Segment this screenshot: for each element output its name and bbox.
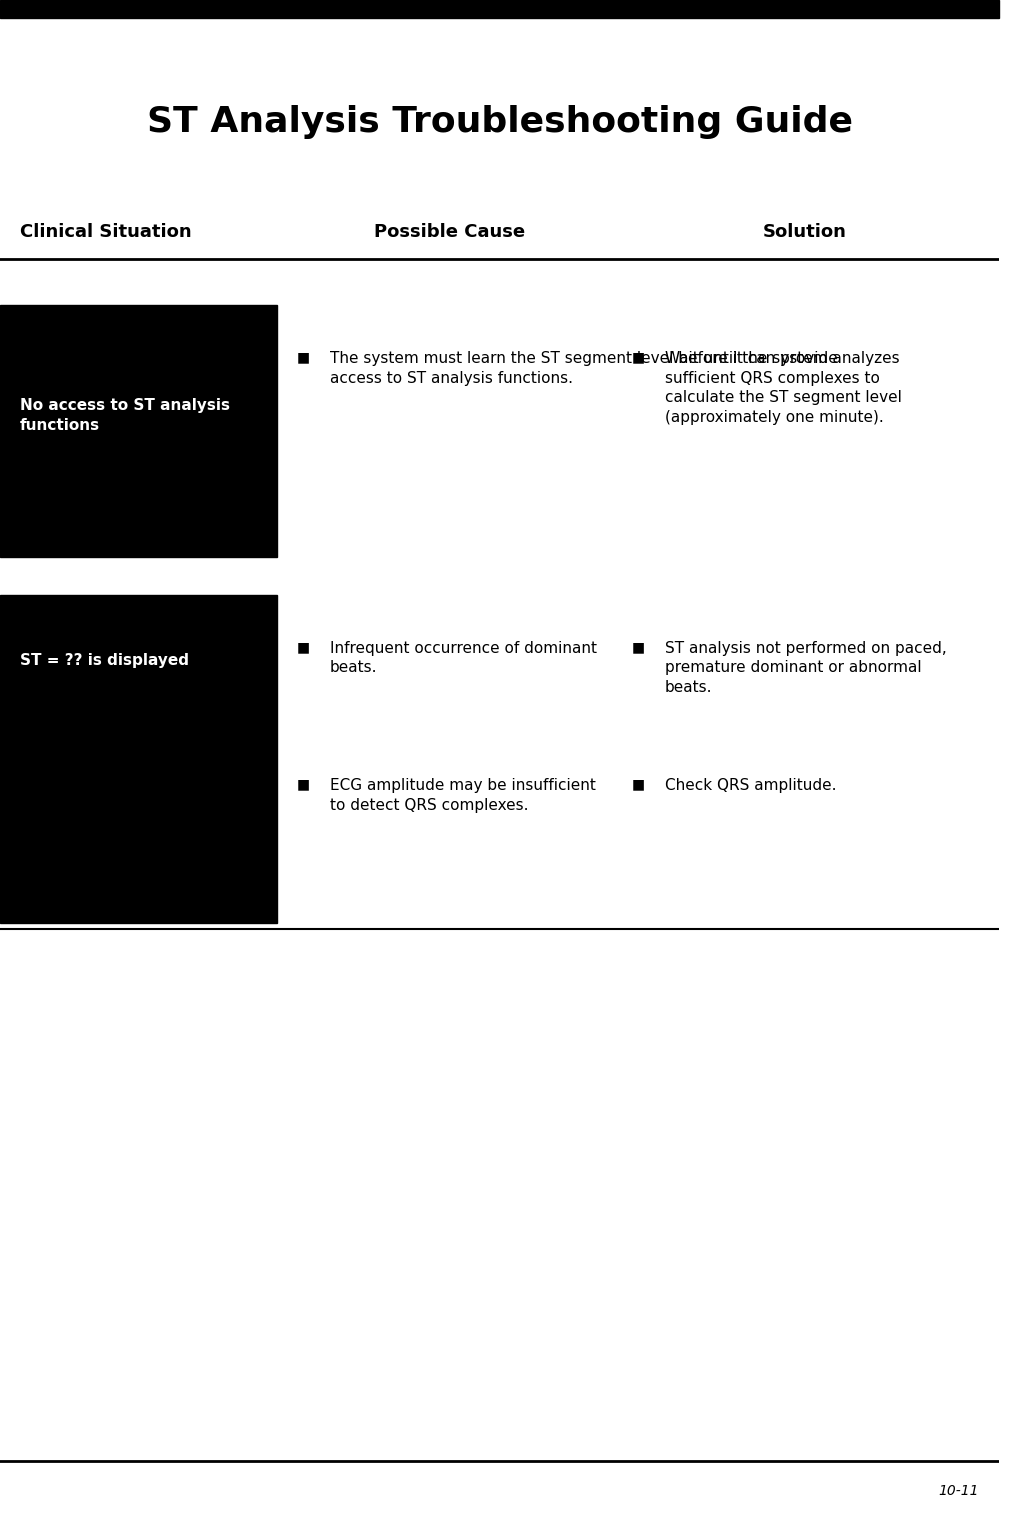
- Text: Solution: Solution: [763, 223, 846, 241]
- Text: 10-11: 10-11: [939, 1484, 979, 1499]
- Text: ■: ■: [297, 351, 310, 364]
- Text: ST Analysis Troubleshooting Guide: ST Analysis Troubleshooting Guide: [146, 105, 852, 139]
- Text: ■: ■: [632, 778, 645, 791]
- Text: ■: ■: [632, 640, 645, 654]
- Text: Clinical Situation: Clinical Situation: [20, 223, 191, 241]
- Text: The system must learn the ST segment level before it can provide
access to ST an: The system must learn the ST segment lev…: [330, 351, 838, 386]
- Text: ■: ■: [632, 351, 645, 364]
- Text: Wait until the system analyzes
sufficient QRS complexes to
calculate the ST segm: Wait until the system analyzes sufficien…: [664, 351, 901, 425]
- Text: ECG amplitude may be insufficient
to detect QRS complexes.: ECG amplitude may be insufficient to det…: [330, 778, 596, 813]
- Text: No access to ST analysis
functions: No access to ST analysis functions: [20, 398, 230, 433]
- Bar: [0, 305, 277, 557]
- Text: Check QRS amplitude.: Check QRS amplitude.: [664, 778, 836, 793]
- Bar: [0, 0, 1000, 18]
- Bar: [0, 595, 277, 923]
- Text: ■: ■: [297, 778, 310, 791]
- Text: ■: ■: [297, 640, 310, 654]
- Text: ST analysis not performed on paced,
premature dominant or abnormal
beats.: ST analysis not performed on paced, prem…: [664, 640, 946, 695]
- Text: ST = ?? is displayed: ST = ?? is displayed: [20, 653, 189, 668]
- Text: Possible Cause: Possible Cause: [374, 223, 525, 241]
- Text: Infrequent occurrence of dominant
beats.: Infrequent occurrence of dominant beats.: [330, 640, 597, 676]
